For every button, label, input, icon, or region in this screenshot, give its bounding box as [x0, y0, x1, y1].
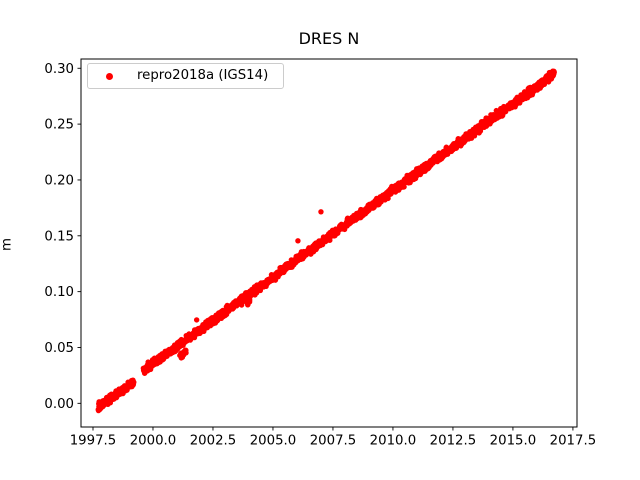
data-point [547, 71, 554, 78]
y-tick-label: 0.05 [44, 341, 74, 356]
x-tick-label: 2012.5 [430, 434, 477, 449]
legend-marker-dot-icon [106, 73, 113, 80]
data-point [318, 209, 324, 215]
data-point [245, 301, 251, 308]
chart-title: DRES N [298, 29, 360, 48]
x-tick-label: 2005.0 [250, 434, 297, 449]
axes-spines [80, 58, 578, 428]
data-point [179, 352, 186, 358]
y-axis-label: m [0, 238, 15, 251]
y-tick-label: 0.20 [44, 173, 74, 188]
x-tick-label: 2010.0 [370, 434, 417, 449]
y-tick-label: 0.00 [44, 397, 74, 412]
legend-label: repro2018a (IGS14) [137, 68, 269, 83]
x-tick-label: 2002.5 [190, 434, 237, 449]
y-tick-label: 0.25 [44, 118, 74, 133]
y-tick-label: 0.15 [44, 229, 74, 244]
x-tick-label: 1997.5 [70, 434, 117, 449]
x-tick-label: 2017.5 [550, 434, 597, 449]
y-tick-label: 0.10 [44, 285, 74, 300]
data-point [131, 379, 137, 386]
legend: repro2018a (IGS14) [87, 63, 284, 89]
x-tick-label: 2015.0 [490, 434, 537, 449]
x-tick-label: 2000.0 [130, 434, 177, 449]
y-tick-label: 0.30 [44, 62, 74, 77]
data-point [295, 238, 301, 244]
x-tick-label: 2007.5 [310, 434, 357, 449]
data-point [193, 317, 200, 323]
